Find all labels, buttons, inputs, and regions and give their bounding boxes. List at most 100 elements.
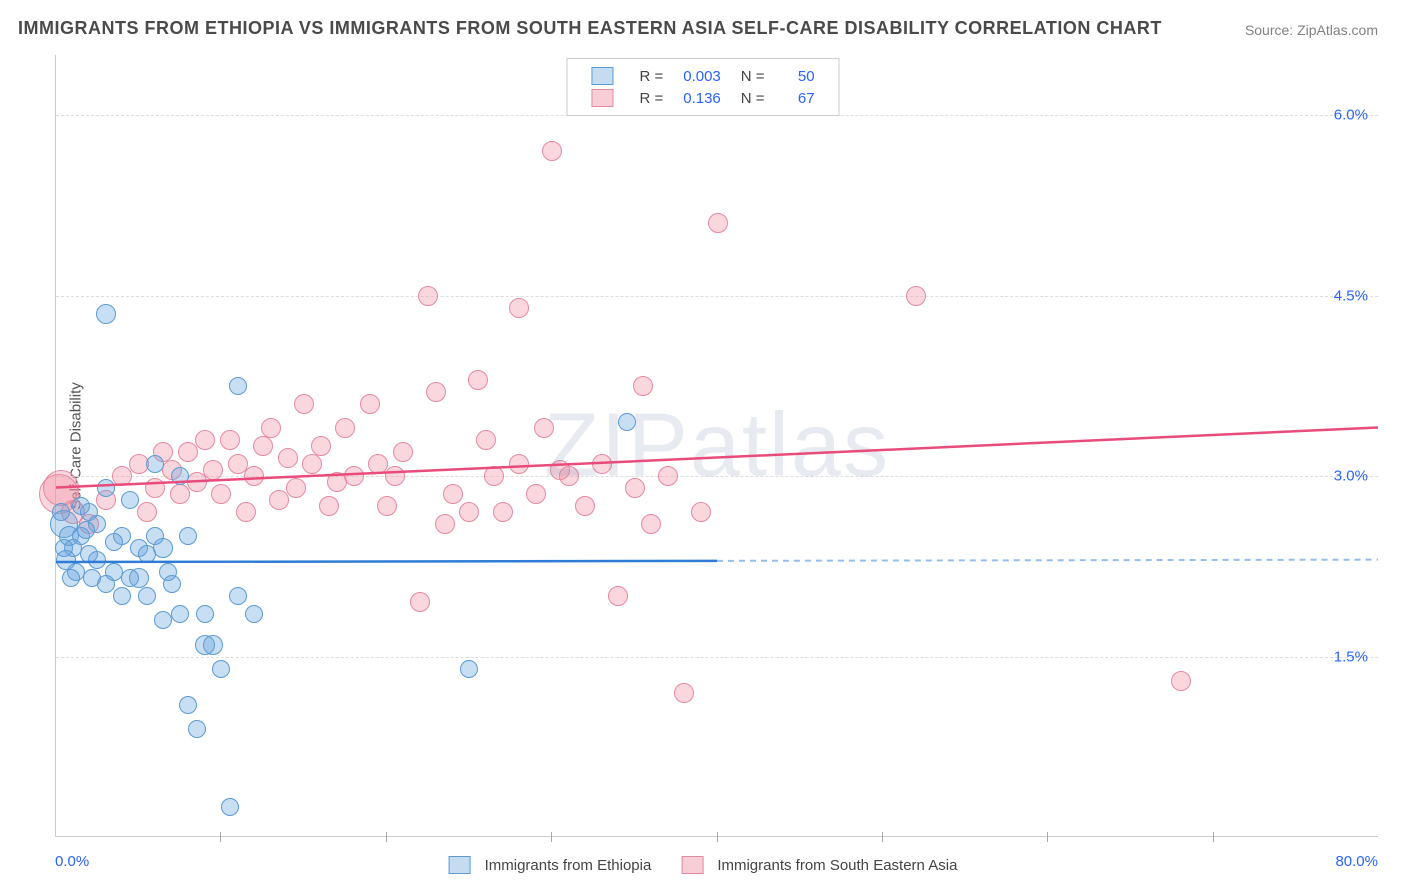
- legend-row-se-asia: R = 0.136 N = 67: [581, 87, 824, 109]
- trend-line-extrapolated: [717, 560, 1378, 561]
- scatter-point: [559, 466, 579, 486]
- scatter-point: [426, 382, 446, 402]
- scatter-point: [691, 502, 711, 522]
- xtick-mark: [882, 832, 883, 842]
- scatter-point: [261, 418, 281, 438]
- scatter-point: [625, 478, 645, 498]
- scatter-point: [1171, 671, 1191, 691]
- ytick-label: 1.5%: [1334, 648, 1368, 665]
- scatter-point: [641, 514, 661, 534]
- scatter-point: [229, 377, 247, 395]
- scatter-point: [253, 436, 273, 456]
- source-label: Source: ZipAtlas.com: [1245, 22, 1378, 38]
- scatter-point: [113, 587, 131, 605]
- scatter-point: [484, 466, 504, 486]
- swatch-ethiopia-icon: [449, 856, 471, 874]
- scatter-point: [319, 496, 339, 516]
- legend-item-se-asia: Immigrants from South Eastern Asia: [681, 856, 957, 874]
- trend-line: [56, 561, 717, 562]
- scatter-point: [534, 418, 554, 438]
- ytick-label: 4.5%: [1334, 287, 1368, 304]
- scatter-point: [55, 539, 73, 557]
- chart-plot-area: ZIPatlas 1.5%3.0%4.5%6.0%: [55, 55, 1378, 837]
- legend-label-se-asia: Immigrants from South Eastern Asia: [717, 857, 957, 874]
- swatch-ethiopia: [591, 67, 613, 85]
- n-value-se-asia: 67: [775, 87, 825, 109]
- r-label: R =: [629, 65, 673, 87]
- legend-item-ethiopia: Immigrants from Ethiopia: [449, 856, 652, 874]
- scatter-point: [80, 545, 98, 563]
- scatter-point: [203, 635, 223, 655]
- scatter-point: [171, 467, 189, 485]
- series-legend: Immigrants from Ethiopia Immigrants from…: [449, 856, 958, 874]
- scatter-point: [393, 442, 413, 462]
- scatter-point: [476, 430, 496, 450]
- scatter-point: [96, 304, 116, 324]
- scatter-point: [302, 454, 322, 474]
- scatter-point: [146, 527, 164, 545]
- scatter-point: [179, 527, 197, 545]
- scatter-point: [236, 502, 256, 522]
- scatter-point: [179, 696, 197, 714]
- scatter-point: [286, 478, 306, 498]
- n-label: N =: [731, 65, 775, 87]
- scatter-point: [52, 503, 70, 521]
- scatter-point: [526, 484, 546, 504]
- scatter-point: [708, 213, 728, 233]
- scatter-point: [509, 298, 529, 318]
- scatter-point: [360, 394, 380, 414]
- scatter-point: [62, 569, 80, 587]
- scatter-point: [154, 611, 172, 629]
- scatter-point: [335, 418, 355, 438]
- scatter-point: [385, 466, 405, 486]
- xtick-mark: [717, 832, 718, 842]
- scatter-point: [410, 592, 430, 612]
- swatch-se-asia: [591, 89, 613, 107]
- scatter-point: [211, 484, 231, 504]
- ytick-label: 3.0%: [1334, 468, 1368, 485]
- xtick-mark: [220, 832, 221, 842]
- n-label: N =: [731, 87, 775, 109]
- scatter-point: [77, 521, 95, 539]
- scatter-point: [171, 605, 189, 623]
- xtick-mark: [551, 832, 552, 842]
- scatter-point: [278, 448, 298, 468]
- swatch-se-asia-icon: [681, 856, 703, 874]
- scatter-point: [674, 683, 694, 703]
- scatter-point: [575, 496, 595, 516]
- scatter-point: [121, 491, 139, 509]
- correlation-legend: R = 0.003 N = 50 R = 0.136 N = 67: [566, 58, 839, 116]
- legend-label-ethiopia: Immigrants from Ethiopia: [485, 857, 652, 874]
- scatter-point: [196, 605, 214, 623]
- scatter-point: [245, 605, 263, 623]
- xtick-mark: [386, 832, 387, 842]
- ytick-label: 6.0%: [1334, 107, 1368, 124]
- scatter-point: [83, 569, 101, 587]
- scatter-point: [493, 502, 513, 522]
- scatter-point: [97, 479, 115, 497]
- scatter-point: [460, 660, 478, 678]
- scatter-point: [203, 460, 223, 480]
- scatter-point: [229, 587, 247, 605]
- xtick-label: 80.0%: [1335, 853, 1378, 870]
- scatter-point: [137, 502, 157, 522]
- scatter-point: [658, 466, 678, 486]
- legend-row-ethiopia: R = 0.003 N = 50: [581, 65, 824, 87]
- scatter-point: [906, 286, 926, 306]
- n-value-ethiopia: 50: [775, 65, 825, 87]
- grid-line: [56, 657, 1378, 658]
- r-label: R =: [629, 87, 673, 109]
- r-value-se-asia: 0.136: [673, 87, 731, 109]
- scatter-point: [608, 586, 628, 606]
- scatter-point: [592, 454, 612, 474]
- scatter-point: [244, 466, 264, 486]
- scatter-point: [294, 394, 314, 414]
- chart-title: IMMIGRANTS FROM ETHIOPIA VS IMMIGRANTS F…: [18, 18, 1162, 39]
- scatter-point: [443, 484, 463, 504]
- scatter-point: [542, 141, 562, 161]
- scatter-point: [145, 478, 165, 498]
- scatter-point: [146, 455, 164, 473]
- xtick-mark: [1047, 832, 1048, 842]
- scatter-point: [509, 454, 529, 474]
- scatter-point: [633, 376, 653, 396]
